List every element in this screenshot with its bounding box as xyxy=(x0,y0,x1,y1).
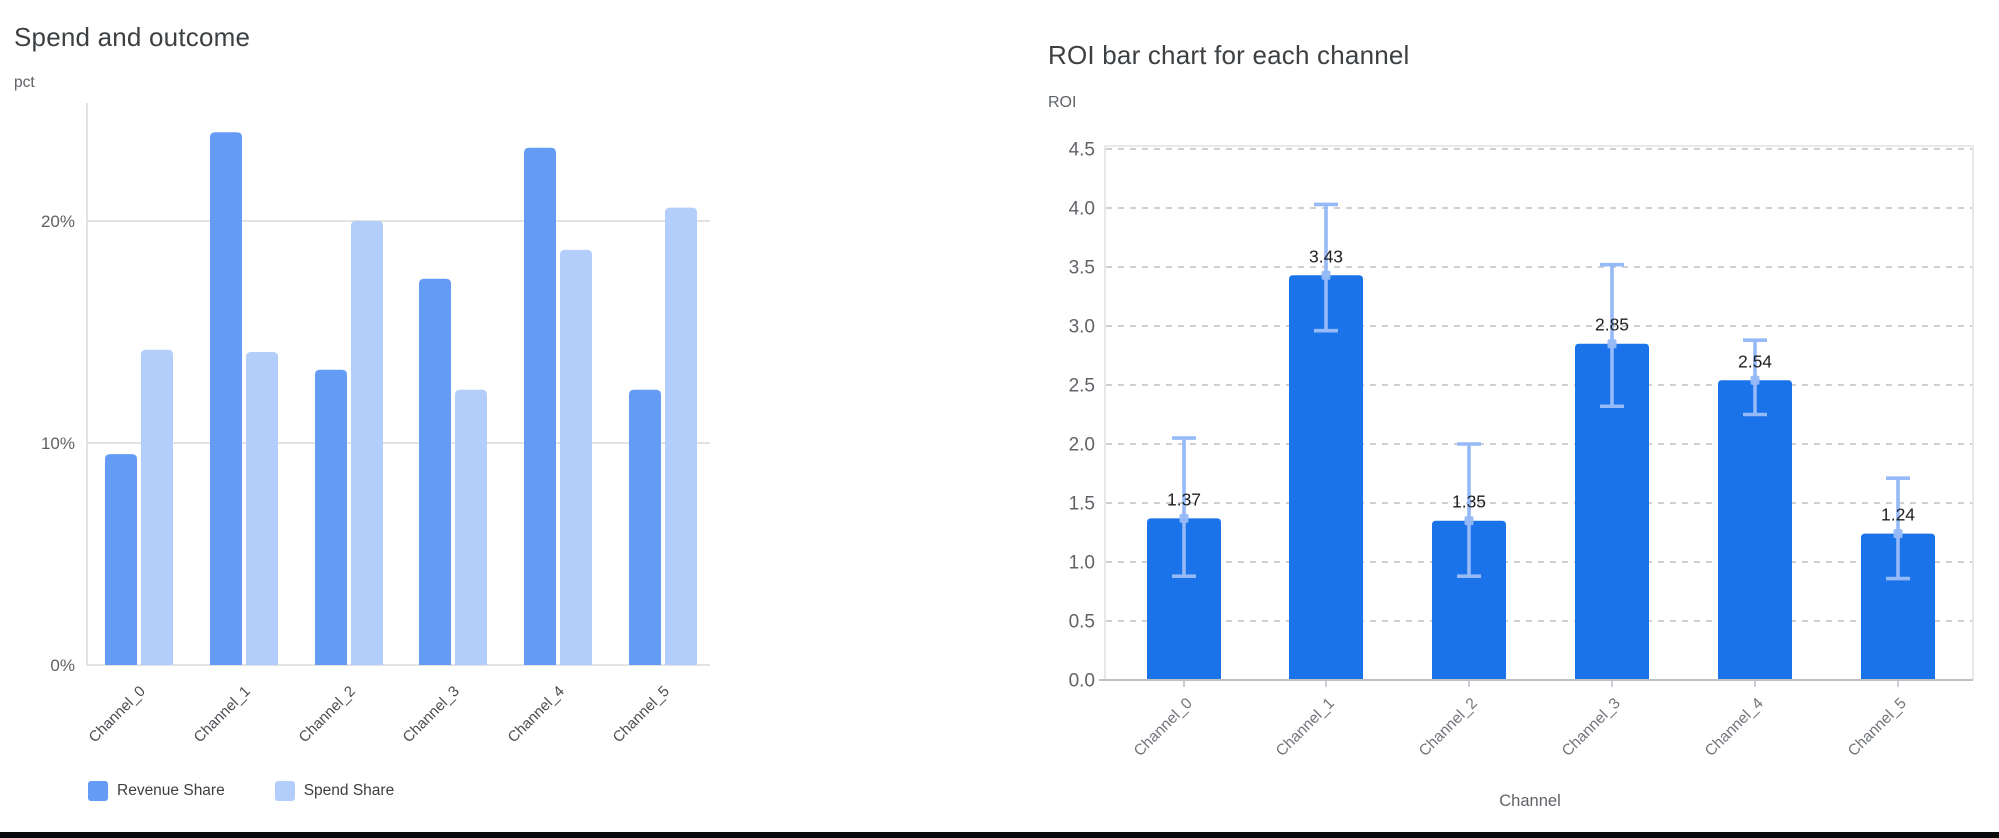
revenue-share-swatch-icon xyxy=(88,781,108,801)
x-tick-label: Channel_4 xyxy=(504,683,567,746)
data-label-channel-3: 2.85 xyxy=(1595,315,1629,335)
plot-border xyxy=(1104,145,1974,680)
y-tick-label: 1.5 xyxy=(1069,494,1095,515)
spend-outcome-y-axis-unit: pct xyxy=(14,74,35,91)
spend-share-bar-channel-3[interactable] xyxy=(455,389,487,665)
x-tick-label: Channel_3 xyxy=(399,683,462,746)
error-bar-marker xyxy=(1607,339,1617,349)
y-tick-label: 2.5 xyxy=(1069,376,1095,397)
x-tick-label: Channel_5 xyxy=(1845,695,1910,760)
spend-outcome-chart-title: Spend and outcome xyxy=(14,22,251,52)
error-bar-marker xyxy=(1464,516,1474,526)
roi-bar-channel-5[interactable] xyxy=(1861,533,1935,679)
roi-y-axis-label: ROI xyxy=(1048,94,1077,111)
error-bar-marker xyxy=(1893,529,1903,539)
spend-share-swatch-icon xyxy=(274,781,295,801)
x-tick-label: Channel_2 xyxy=(295,683,358,746)
data-label-channel-4: 2.54 xyxy=(1738,351,1772,371)
legend-item-spend-share[interactable]: Spend Share xyxy=(274,781,395,801)
x-tick-label: Channel_1 xyxy=(1273,695,1338,760)
roi-x-axis-title: Channel xyxy=(1499,792,1561,810)
y-tick-label: 20% xyxy=(41,212,75,231)
roi-bar-channel-3[interactable] xyxy=(1575,343,1649,679)
roi-bar-channel-1[interactable] xyxy=(1289,275,1363,679)
error-bar-marker xyxy=(1321,270,1331,280)
revenue-share-bar-channel-2[interactable] xyxy=(315,369,347,665)
x-tick-label: Channel_2 xyxy=(1416,695,1481,760)
y-tick-label: 0% xyxy=(50,656,75,675)
roi-bar-channel-2[interactable] xyxy=(1432,520,1506,679)
y-tick-label: 1.0 xyxy=(1069,553,1095,574)
spend-share-bar-channel-1[interactable] xyxy=(246,351,278,665)
legend-label-revenue-share: Revenue Share xyxy=(117,782,225,799)
roi-bar-channel-0[interactable] xyxy=(1147,518,1221,679)
data-label-channel-2: 1.35 xyxy=(1452,492,1486,512)
y-tick-label: 3.0 xyxy=(1069,317,1095,338)
revenue-share-bar-channel-3[interactable] xyxy=(419,278,451,665)
y-tick-label: 10% xyxy=(41,434,75,453)
spend-share-bar-channel-4[interactable] xyxy=(560,249,592,666)
y-tick-label: 0.0 xyxy=(1069,671,1095,692)
roi-chart-title: ROI bar chart for each channel xyxy=(1048,40,1410,70)
window-bottom-edge xyxy=(0,832,1999,838)
x-tick-label: Channel_1 xyxy=(190,683,253,746)
spend-outcome-chart: 0% 10% 20% Channel_0 Channel_1 Channel_2 Chann… xyxy=(41,103,710,746)
x-tick-label: Channel_4 xyxy=(1702,695,1767,760)
x-tick-label: Channel_0 xyxy=(85,683,148,746)
error-bar-marker xyxy=(1750,375,1760,385)
x-tick-label: Channel_3 xyxy=(1559,695,1624,760)
legend-item-revenue-share[interactable]: Revenue Share xyxy=(88,781,225,801)
y-tick-label: 3.5 xyxy=(1069,258,1095,279)
revenue-share-bar-channel-4[interactable] xyxy=(524,147,556,666)
x-tick-label: Channel_5 xyxy=(609,683,672,746)
y-tick-label: 0.5 xyxy=(1069,612,1095,633)
x-tick-label: Channel_0 xyxy=(1131,695,1196,760)
error-bar-marker xyxy=(1179,513,1189,523)
spend-share-bar-channel-2[interactable] xyxy=(351,221,383,665)
y-tick-label: 4.0 xyxy=(1069,199,1095,220)
spend-share-bar-channel-0[interactable] xyxy=(141,349,173,665)
revenue-share-bar-channel-1[interactable] xyxy=(210,132,242,665)
data-label-channel-5: 1.24 xyxy=(1881,505,1915,525)
roi-bar-channel-4[interactable] xyxy=(1718,380,1792,679)
data-label-channel-0: 1.37 xyxy=(1167,489,1201,509)
legend: Revenue Share Spend Share xyxy=(88,781,394,801)
revenue-share-bar-channel-5[interactable] xyxy=(629,389,661,665)
revenue-share-bar-channel-0[interactable] xyxy=(105,454,137,665)
y-tick-label: 4.5 xyxy=(1069,140,1095,161)
data-label-channel-1: 3.43 xyxy=(1309,246,1343,266)
roi-chart: 0.0 0.5 1.0 1.5 2.0 2.5 3.0 3.5 4.0 4.5 Channel_0 C… xyxy=(1069,140,1974,760)
legend-label-spend-share: Spend Share xyxy=(303,782,395,799)
y-tick-label: 2.0 xyxy=(1069,435,1095,456)
spend-share-bar-channel-5[interactable] xyxy=(665,207,697,665)
